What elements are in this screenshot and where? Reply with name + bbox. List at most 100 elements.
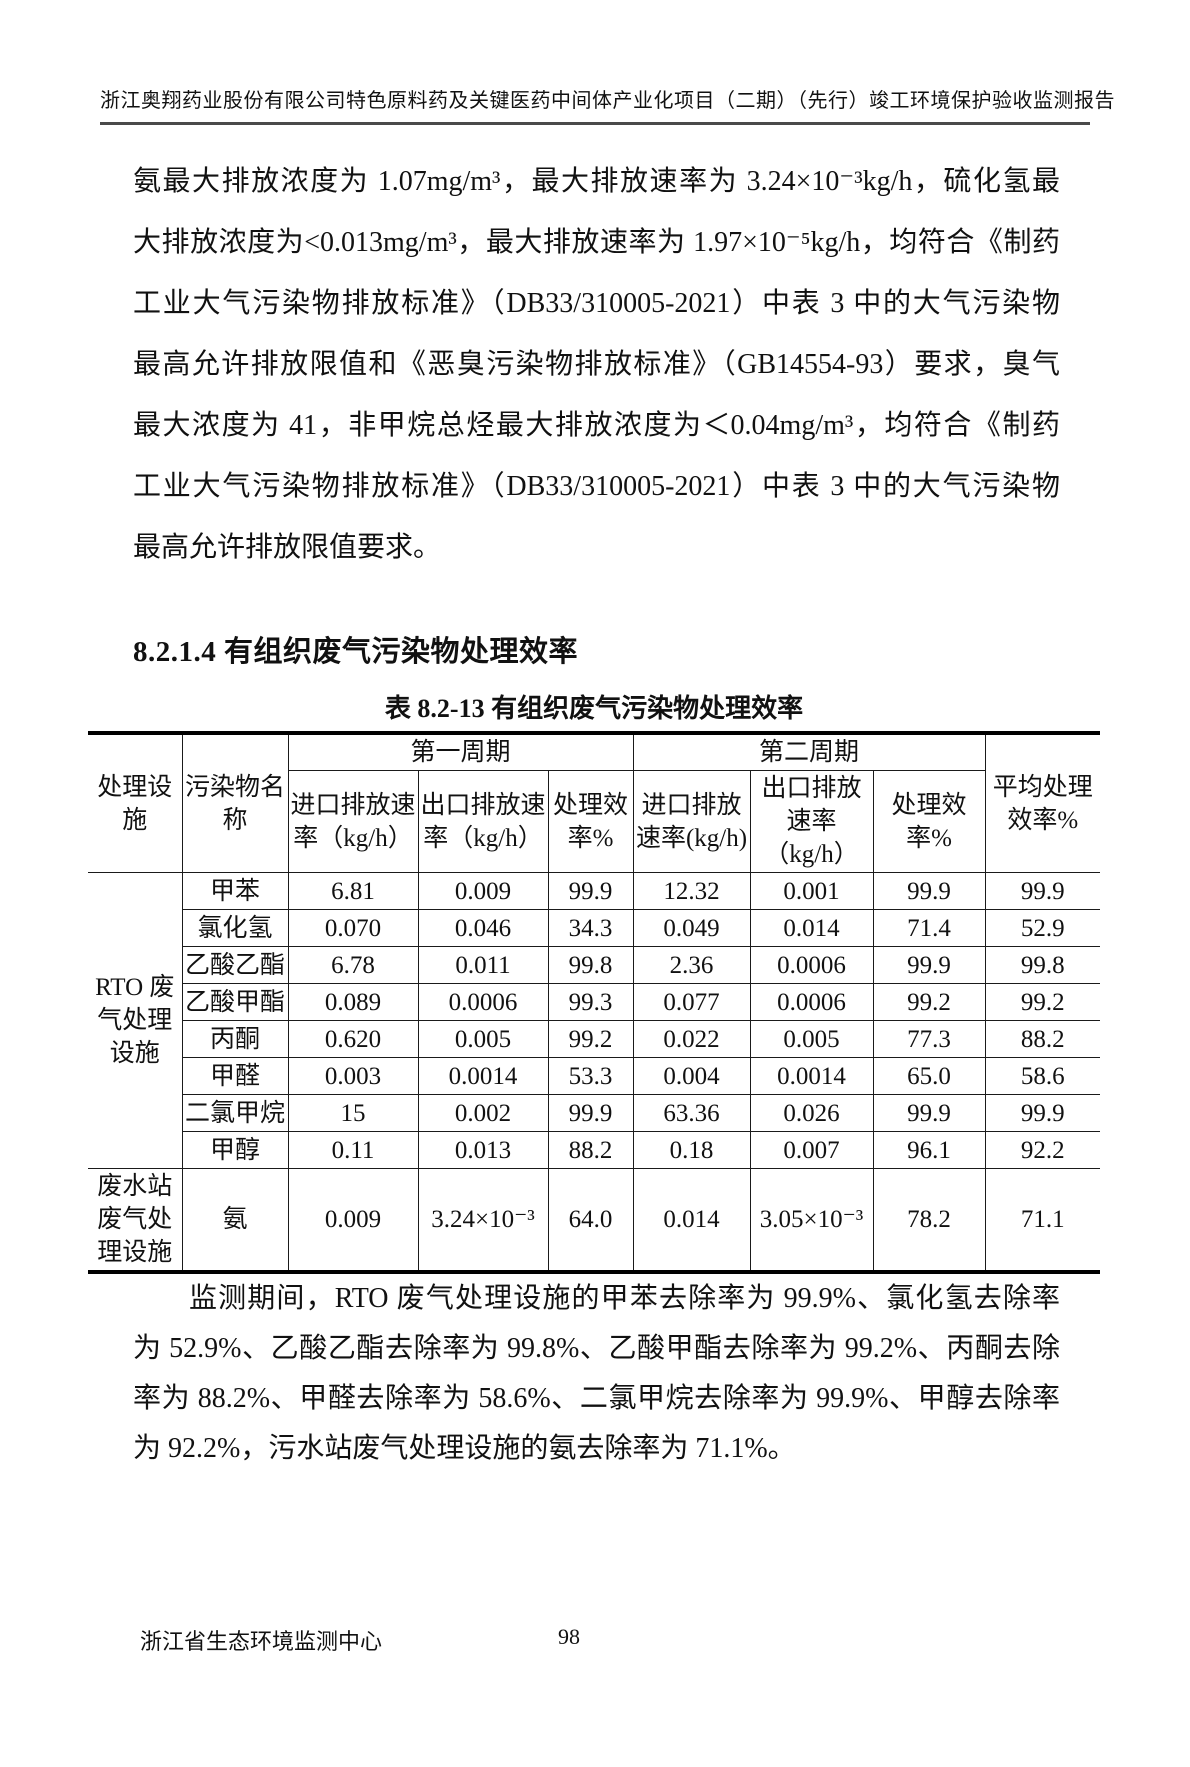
intro-paragraph: 氨最大排放浓度为 1.07mg/m³，最大排放速率为 3.24×10⁻³kg/h… [133, 151, 1060, 578]
paragraph-line: 工业大气污染物排放标准》（DB33/310005-2021）中表 3 中的大气污… [133, 288, 1060, 319]
paragraph-line: 最高允许排放限值和《恶臭污染物排放标准》（GB14554-93）要求，臭气 [133, 349, 1060, 380]
value-cell: 34.3 [547, 909, 634, 947]
value-cell: 0.077 [632, 983, 751, 1021]
facility-cell: RTO 废气处理设施 [88, 872, 183, 1169]
value-cell: 99.9 [547, 872, 634, 910]
table-row: 乙酸甲酯 0.089 0.0006 99.3 0.077 0.0006 99.2… [88, 983, 1101, 1021]
page-header-title: 浙江奥翔药业股份有限公司特色原料药及关键医药中间体产业化项目（二期）（先行）竣工… [100, 84, 1115, 125]
value-cell: 99.2 [872, 983, 986, 1021]
value-cell: 0.007 [749, 1131, 874, 1169]
value-cell: 0.0006 [417, 983, 549, 1021]
value-cell: 63.36 [632, 1094, 751, 1132]
header-outlet-rate-2: 出口排放速率（kg/h） [749, 770, 874, 873]
value-cell: 3.24×10⁻³ [417, 1168, 549, 1273]
value-cell: 99.9 [872, 946, 986, 984]
value-cell: 0.003 [287, 1057, 419, 1095]
header-average: 平均处理效率% [984, 732, 1101, 873]
pollutant-name-cell: 二氯甲烷 [181, 1094, 289, 1132]
section-heading: 8.2.1.4 有组织废气污染物处理效率 [133, 636, 579, 668]
value-cell: 2.36 [632, 946, 751, 984]
header-facility: 处理设施 [88, 732, 183, 873]
value-cell: 0.004 [632, 1057, 751, 1095]
facility-cell: 废水站废气处理设施 [88, 1168, 183, 1273]
value-cell: 0.0014 [417, 1057, 549, 1095]
value-cell: 0.070 [287, 909, 419, 947]
value-cell: 99.8 [547, 946, 634, 984]
table-row: 乙酸乙酯 6.78 0.011 99.8 2.36 0.0006 99.9 99… [88, 946, 1101, 984]
value-cell: 0.011 [417, 946, 549, 984]
value-cell: 6.78 [287, 946, 419, 984]
header-period2: 第二周期 [632, 732, 986, 771]
value-cell: 77.3 [872, 1020, 986, 1058]
value-cell: 0.0014 [749, 1057, 874, 1095]
value-cell: 0.026 [749, 1094, 874, 1132]
pollutant-name-cell: 甲醇 [181, 1131, 289, 1169]
value-cell: 0.049 [632, 909, 751, 947]
value-cell: 52.9 [984, 909, 1101, 947]
paragraph-line: 工业大气污染物排放标准》（DB33/310005-2021）中表 3 中的大气污… [133, 471, 1060, 502]
value-cell: 0.11 [287, 1131, 419, 1169]
value-cell: 0.046 [417, 909, 549, 947]
value-cell: 0.013 [417, 1131, 549, 1169]
value-cell: 58.6 [984, 1057, 1101, 1095]
value-cell: 99.9 [872, 872, 986, 910]
value-cell: 0.18 [632, 1131, 751, 1169]
value-cell: 6.81 [287, 872, 419, 910]
value-cell: 0.005 [749, 1020, 874, 1058]
pollutant-name-cell: 乙酸乙酯 [181, 946, 289, 984]
value-cell: 0.620 [287, 1020, 419, 1058]
header-inlet-rate-2: 进口排放速率(kg/h) [632, 770, 751, 873]
header-period1: 第一周期 [287, 732, 634, 771]
pollutant-name-cell: 丙酮 [181, 1020, 289, 1058]
paragraph-line: 率为 88.2%、甲醛去除率为 58.6%、二氯甲烷去除率为 99.9%、甲醇去… [133, 1383, 1060, 1414]
table-caption: 表 8.2-13 有组织废气污染物处理效率 [384, 694, 804, 723]
value-cell: 12.32 [632, 872, 751, 910]
table-row: 丙酮 0.620 0.005 99.2 0.022 0.005 77.3 88.… [88, 1020, 1101, 1058]
value-cell: 65.0 [872, 1057, 986, 1095]
paragraph-line: 为 52.9%、乙酸乙酯去除率为 99.8%、乙酸甲酯去除率为 99.2%、丙酮… [133, 1333, 1060, 1364]
table-row: 甲醛 0.003 0.0014 53.3 0.004 0.0014 65.0 5… [88, 1057, 1101, 1095]
header-efficiency-2: 处理效率% [872, 770, 986, 873]
paragraph-line: 大排放浓度为<0.013mg/m³，最大排放速率为 1.97×10⁻⁵kg/h，… [133, 227, 1060, 258]
value-cell: 88.2 [984, 1020, 1101, 1058]
table-row: 甲醇 0.11 0.013 88.2 0.18 0.007 96.1 92.2 [88, 1131, 1101, 1169]
value-cell: 99.9 [547, 1094, 634, 1132]
footer-page-number: 98 [558, 1624, 580, 1649]
value-cell: 0.009 [287, 1168, 419, 1273]
header-outlet-rate-1: 出口排放速率（kg/h） [417, 770, 549, 873]
value-cell: 15 [287, 1094, 419, 1132]
value-cell: 0.002 [417, 1094, 549, 1132]
value-cell: 99.8 [984, 946, 1101, 984]
summary-paragraph: 监测期间，RTO 废气处理设施的甲苯去除率为 99.9%、氯化氢去除率 为 52… [133, 1274, 1060, 1474]
value-cell: 64.0 [547, 1168, 634, 1273]
value-cell: 0.022 [632, 1020, 751, 1058]
value-cell: 99.9 [984, 872, 1101, 910]
paragraph-line: 监测期间，RTO 废气处理设施的甲苯去除率为 99.9%、氯化氢去除率 [189, 1283, 1060, 1314]
value-cell: 0.014 [632, 1168, 751, 1273]
value-cell: 0.005 [417, 1020, 549, 1058]
paragraph-line: 最大浓度为 41，非甲烷总烃最大排放浓度为＜0.04mg/m³，均符合《制药 [133, 410, 1060, 441]
value-cell: 0.0006 [749, 983, 874, 1021]
pollutant-name-cell: 氨 [181, 1168, 289, 1273]
value-cell: 99.3 [547, 983, 634, 1021]
pollutant-name-cell: 甲苯 [181, 872, 289, 910]
value-cell: 78.2 [872, 1168, 986, 1273]
paragraph-line: 为 92.2%，污水站废气处理设施的氨去除率为 71.1%。 [133, 1433, 796, 1464]
value-cell: 71.4 [872, 909, 986, 947]
value-cell: 3.05×10⁻³ [749, 1168, 874, 1273]
header-inlet-rate-1: 进口排放速率（kg/h） [287, 770, 419, 873]
pollutant-name-cell: 氯化氢 [181, 909, 289, 947]
pollutant-name-cell: 甲醛 [181, 1057, 289, 1095]
value-cell: 71.1 [984, 1168, 1101, 1273]
treatment-efficiency-table: 处理设施 污染物名称 第一周期 第二周期 平均处理效率% 进口排放速率（kg/h… [88, 731, 1101, 1274]
paragraph-line: 氨最大排放浓度为 1.07mg/m³，最大排放速率为 3.24×10⁻³kg/h… [133, 166, 1060, 197]
table-row: 废水站废气处理设施 氨 0.009 3.24×10⁻³ 64.0 0.014 3… [88, 1168, 1101, 1273]
value-cell: 99.9 [984, 1094, 1101, 1132]
value-cell: 99.9 [872, 1094, 986, 1132]
pollutant-name-cell: 乙酸甲酯 [181, 983, 289, 1021]
value-cell: 88.2 [547, 1131, 634, 1169]
value-cell: 0.009 [417, 872, 549, 910]
value-cell: 96.1 [872, 1131, 986, 1169]
value-cell: 99.2 [547, 1020, 634, 1058]
value-cell: 0.089 [287, 983, 419, 1021]
